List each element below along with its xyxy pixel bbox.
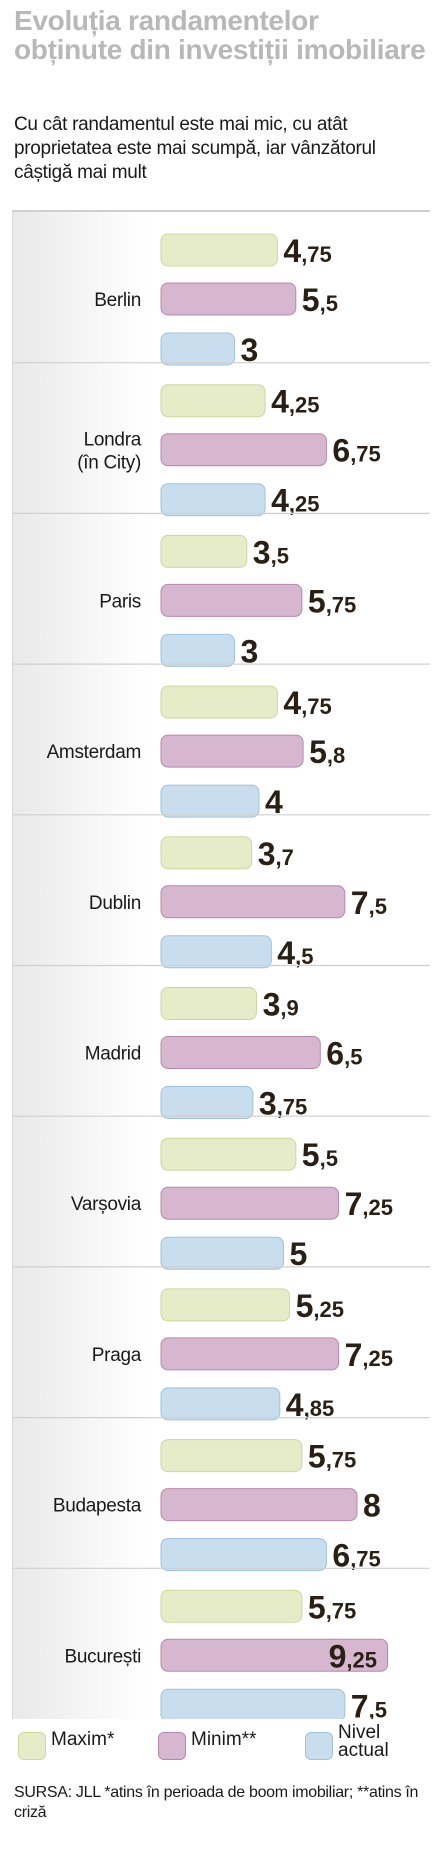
legend-label-nivel-actual: Nivel actual: [338, 1722, 389, 1761]
bar-maxim: [160, 1439, 303, 1473]
category-label: Budapesta: [53, 1496, 142, 1517]
category-label: Praga: [92, 1345, 142, 1366]
source-note: SURSA: JLL *atins în perioada de boom im…: [14, 1784, 419, 1821]
category-label: Dublin: [89, 893, 141, 914]
bar-nivel-actual: [160, 1538, 327, 1572]
value-label-minim: 9,25: [329, 1638, 377, 1674]
chart-subtitle: Cu cât randamentul este mai mic, cu atât…: [14, 114, 376, 183]
value-label-nivel-actual: 3: [241, 332, 259, 368]
bar-minim: [160, 1186, 340, 1220]
value-label-minim: 5,8: [309, 734, 345, 770]
value-label-nivel-actual: 4,5: [277, 935, 313, 971]
bar-minim: [160, 885, 346, 919]
bar-maxim: [160, 685, 278, 719]
legend: Maxim* Minim** Nivel actual: [12, 1718, 429, 1776]
value-label-minim: 5,75: [308, 583, 356, 619]
legend-swatch-nivel-actual: [305, 1732, 333, 1760]
value-label-nivel-actual: 7,5: [351, 1688, 387, 1719]
category-label: Madrid: [85, 1044, 141, 1065]
value-label-maxim: 5,75: [308, 1589, 356, 1625]
value-label-maxim: 5,5: [302, 1137, 338, 1173]
value-label-minim: 5,5: [302, 282, 338, 318]
value-label-nivel-actual: 6,75: [332, 1538, 380, 1574]
bar-chart: Berlin 4,75 5,5 3 Londra (în City) 4,25 6,75 4,2…: [13, 212, 430, 1719]
bar-maxim: [160, 384, 266, 418]
category-label: Amsterdam: [47, 742, 141, 763]
bar-maxim: [160, 836, 253, 870]
value-label-maxim: 5,25: [296, 1288, 344, 1324]
bar-nivel-actual: [160, 332, 235, 366]
bar-minim: [160, 734, 304, 768]
value-label-minim: 6,75: [332, 433, 380, 469]
legend-label-maxim: Maxim*: [51, 1729, 115, 1750]
plot-area: Berlin 4,75 5,5 3 Londra (în City) 4,25 6,75 4,2…: [12, 210, 430, 1719]
value-label-nivel-actual: 3,75: [259, 1086, 307, 1122]
value-label-nivel-actual: 4: [265, 784, 283, 820]
value-label-nivel-actual: 4,25: [271, 483, 319, 519]
value-label-minim: 7,25: [345, 1337, 393, 1373]
category-label: Paris: [99, 591, 141, 612]
category-label: București: [64, 1646, 141, 1667]
bar-nivel-actual: [160, 633, 235, 667]
bar-minim: [160, 1638, 389, 1672]
bar-nivel-actual: [160, 1236, 284, 1270]
value-label-maxim: 5,75: [308, 1439, 356, 1475]
category-label: Berlin: [94, 290, 141, 311]
value-label-minim: 7,5: [351, 885, 387, 921]
bar-nivel-actual: [160, 784, 260, 818]
legend-swatch-maxim: [18, 1732, 46, 1760]
value-label-maxim: 3,7: [258, 836, 294, 872]
bar-maxim: [160, 987, 257, 1020]
bar-nivel-actual: [160, 1086, 254, 1119]
bar-minim: [160, 282, 297, 316]
value-label-maxim: 4,75: [283, 233, 331, 269]
value-label-minim: 8: [363, 1488, 381, 1524]
legend-label-minim: Minim**: [191, 1729, 257, 1750]
category-label: Varșovia: [71, 1194, 142, 1215]
bar-nivel-actual: [160, 935, 272, 969]
bar-minim: [160, 1337, 340, 1371]
bar-nivel-actual: [160, 1688, 346, 1719]
value-label-maxim: 3,9: [263, 987, 299, 1023]
bar-maxim: [160, 534, 248, 568]
legend-swatch-minim: [158, 1732, 186, 1760]
value-label-nivel-actual: 5: [290, 1236, 308, 1272]
bar-maxim: [160, 1137, 297, 1171]
value-label-maxim: 4,75: [283, 685, 331, 721]
bar-maxim: [160, 1589, 303, 1623]
bar-maxim: [160, 233, 278, 267]
bar-minim: [160, 1036, 321, 1069]
value-label-minim: 7,25: [345, 1186, 393, 1222]
chart-title: Evoluția randamentelor obținute din inve…: [14, 5, 426, 65]
bar-nivel-actual: [160, 1387, 281, 1421]
bar-minim: [160, 1488, 358, 1522]
value-label-maxim: 4,25: [271, 384, 319, 420]
value-label-maxim: 3,5: [253, 534, 289, 570]
value-label-nivel-actual: 3: [241, 633, 259, 669]
value-label-minim: 6,5: [326, 1036, 362, 1072]
bar-maxim: [160, 1288, 291, 1322]
value-label-nivel-actual: 4,85: [286, 1387, 334, 1423]
bar-minim: [160, 583, 303, 617]
bar-minim: [160, 433, 327, 467]
category-label: Londra (în City): [77, 430, 142, 474]
bar-nivel-actual: [160, 483, 266, 517]
